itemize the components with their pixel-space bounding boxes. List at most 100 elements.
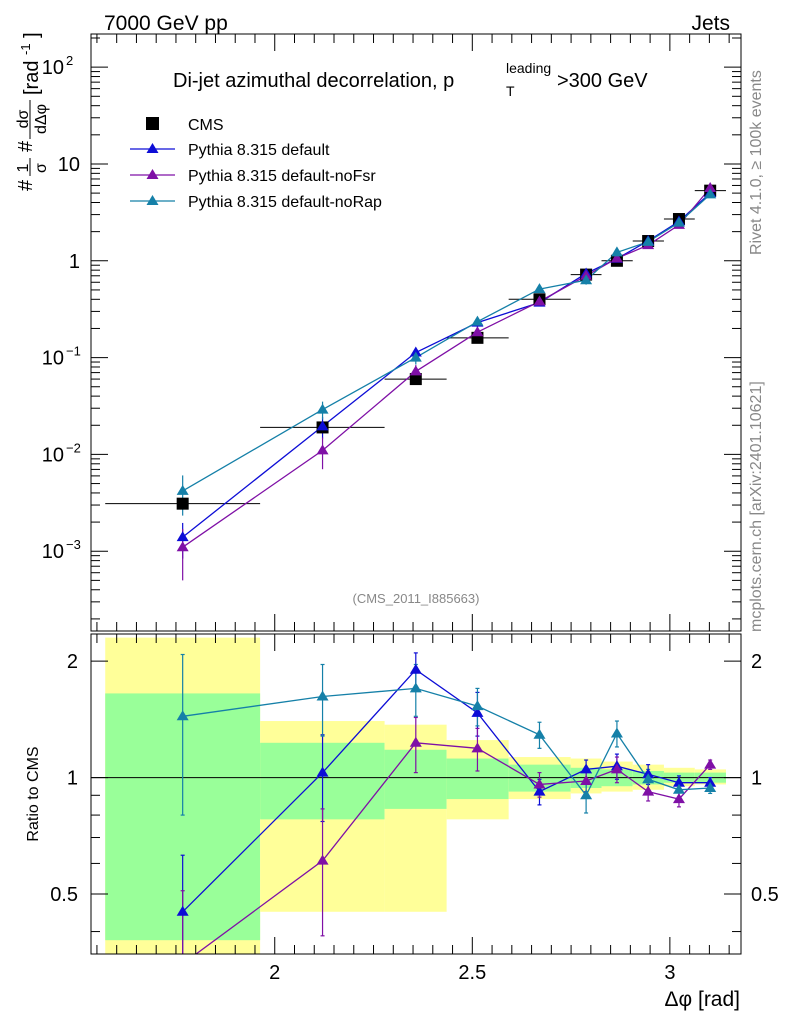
ratio-ylabel: Ratio to CMS <box>25 746 42 841</box>
ratio-marker-pythia-8-315-default-3 <box>471 706 484 717</box>
ratio-marker-pythia-8-315-default-nofsr-9 <box>704 758 717 769</box>
ratio-line-pythia-8-315-default <box>182 668 711 913</box>
main-ylabel: # 1 σ # dσ dΔφ [rad -1 ] <box>13 32 50 191</box>
ylabel-frac1-num: 1 <box>15 163 32 172</box>
legend-marker-default <box>146 143 159 153</box>
ratio-marker-pythia-8-315-default-norap-8 <box>672 783 685 794</box>
main-line-pythia-8-315-default-norap <box>182 193 711 492</box>
legend-marker-nofsr <box>146 169 159 179</box>
header-left: 7000 GeV pp <box>104 12 228 35</box>
ratio-line-pythia-8-315-default-norap <box>182 687 711 797</box>
ratio-marker-pythia-8-315-default-norap-0 <box>176 710 189 721</box>
ylabel-hash-1: # <box>15 179 37 191</box>
legend: CMS Pythia 8.315 default Pythia 8.315 de… <box>130 117 382 211</box>
ratio-marker-pythia-8-315-default-5 <box>580 763 593 774</box>
main-marker-pythia-8-315-default-norap-9 <box>704 188 717 199</box>
ratio-line-pythia-8-315-default-nofsr <box>195 742 711 954</box>
ylabel-frac2-den: dΔφ <box>33 104 50 134</box>
main-title-text: Di-jet azimuthal decorrelation, p <box>173 70 454 92</box>
main-marker-pythia-8-315-default-nofsr-4 <box>533 295 546 306</box>
legend-label-cms: CMS <box>188 117 224 134</box>
main-ytick-exp: −1 <box>66 344 81 359</box>
ratio-marker-pythia-8-315-default-nofsr-5 <box>580 774 593 785</box>
xtick-label: 3 <box>664 962 675 984</box>
ratio-marker-pythia-8-315-default-nofsr-1 <box>316 854 329 865</box>
main-marker-pythia-8-315-default-norap-8 <box>672 216 685 227</box>
ratio-frame <box>90 633 742 955</box>
main-ytick-label: 10 <box>42 348 64 370</box>
ratio-marker-pythia-8-315-default-4 <box>533 785 546 796</box>
main-marker-pythia-8-315-default-nofsr-1 <box>316 444 329 455</box>
main-marker-pythia-8-315-default-norap-7 <box>642 235 655 246</box>
ratio-marker-pythia-8-315-default-norap-1 <box>316 690 329 701</box>
main-marker-pythia-8-315-default-norap-6 <box>610 246 623 257</box>
main-marker-pythia-8-315-default-norap-4 <box>533 283 546 294</box>
main-marker-pythia-8-315-default-nofsr-3 <box>471 326 484 337</box>
side-label-top: Rivet 4.1.0, ≥ 100k events <box>748 70 765 255</box>
main-ytick-label: 1 <box>69 251 80 273</box>
main-title-tail: >300 GeV <box>557 70 648 92</box>
main-line-pythia-8-315-default-nofsr <box>182 187 711 548</box>
ylabel-unit: [rad -1 ] <box>13 32 43 95</box>
x-axis-label: Δφ [rad] <box>665 988 741 1011</box>
main-marker-pythia-8-315-default-norap-1 <box>316 403 329 414</box>
ratio-marker-pythia-8-315-default-8 <box>672 776 685 787</box>
legend-label-nofsr: Pythia 8.315 default-noFsr <box>188 168 376 185</box>
ratio-marker-pythia-8-315-default-norap-7 <box>642 773 655 784</box>
main-marker-pythia-8-315-default-nofsr-9 <box>704 181 717 192</box>
ratio-marker-pythia-8-315-default-nofsr-6 <box>610 763 623 774</box>
ratio-marker-pythia-8-315-default-nofsr-4 <box>533 778 546 789</box>
ylabel-unit-close: ] <box>21 32 43 38</box>
main-marker-pythia-8-315-default-nofsr-6 <box>610 252 623 263</box>
main-x-ticks <box>96 34 730 631</box>
cms-point-2 <box>409 373 422 386</box>
main-ytick-label: 10 <box>42 57 64 79</box>
legend-label-norap: Pythia 8.315 default-noRap <box>188 194 382 211</box>
legend-label-default: Pythia 8.315 default <box>188 142 330 159</box>
ratio-marker-pythia-8-315-default-nofsr-8 <box>672 793 685 804</box>
main-ytick-exp: −3 <box>66 537 81 552</box>
main-ytick-exp: 2 <box>66 53 73 68</box>
main-line-pythia-8-315-default <box>182 192 711 538</box>
x-axis: 2 2.5 3 <box>96 634 730 984</box>
ratio-y-axis: 0.5 0.5 1 1 2 2 <box>50 651 779 933</box>
main-frame <box>90 33 742 632</box>
xtick-label: 2.5 <box>458 962 486 984</box>
ratio-marker-pythia-8-315-default-norap-2 <box>409 682 422 693</box>
ylabel-frac2-num: dσ <box>15 109 32 128</box>
ratio-marker-pythia-8-315-default-norap-4 <box>533 728 546 739</box>
main-marker-pythia-8-315-default-norap-5 <box>580 274 593 285</box>
ratio-marker-pythia-8-315-default-nofsr-7 <box>642 785 655 796</box>
ratio-ytick-label-right: 2 <box>751 651 762 673</box>
legend-marker-cms <box>146 117 159 130</box>
ratio-marker-pythia-8-315-default-norap-5 <box>580 789 593 800</box>
ylabel-hash-2: # <box>15 140 37 152</box>
ratio-marker-pythia-8-315-default-7 <box>642 768 655 779</box>
ratio-marker-pythia-8-315-default-nofsr-3 <box>471 742 484 753</box>
main-ytick-label: 10 <box>42 541 64 563</box>
ratio-marker-pythia-8-315-default-1 <box>316 766 329 777</box>
ratio-ytick-label: 0.5 <box>50 884 78 906</box>
ratio-marker-pythia-8-315-default-0 <box>176 905 189 916</box>
main-marker-pythia-8-315-default-nofsr-0 <box>176 541 189 552</box>
main-ytick-label: 10 <box>58 154 80 176</box>
main-series-lines <box>182 186 711 581</box>
ratio-ytick-label-right: 0.5 <box>751 884 779 906</box>
ratio-marker-pythia-8-315-default-9 <box>704 776 717 787</box>
analysis-watermark: (CMS_2011_I885663) <box>353 591 480 606</box>
main-title-sup: leading <box>506 60 551 76</box>
cms-point-0 <box>176 497 189 510</box>
main-marker-pythia-8-315-default-norap-0 <box>176 484 189 495</box>
main-marker-pythia-8-315-default-norap-3 <box>471 315 484 326</box>
ratio-ytick-label: 2 <box>67 651 78 673</box>
main-marker-pythia-8-315-default-norap-2 <box>409 351 422 362</box>
ratio-marker-pythia-8-315-default-norap-9 <box>704 781 717 792</box>
header-right: Jets <box>691 12 730 35</box>
main-ytick-exp: −2 <box>66 440 81 455</box>
legend-marker-norap <box>146 195 159 205</box>
ratio-markers <box>176 663 717 916</box>
ylabel-frac1-den: σ <box>33 163 50 173</box>
main-markers <box>176 181 717 552</box>
